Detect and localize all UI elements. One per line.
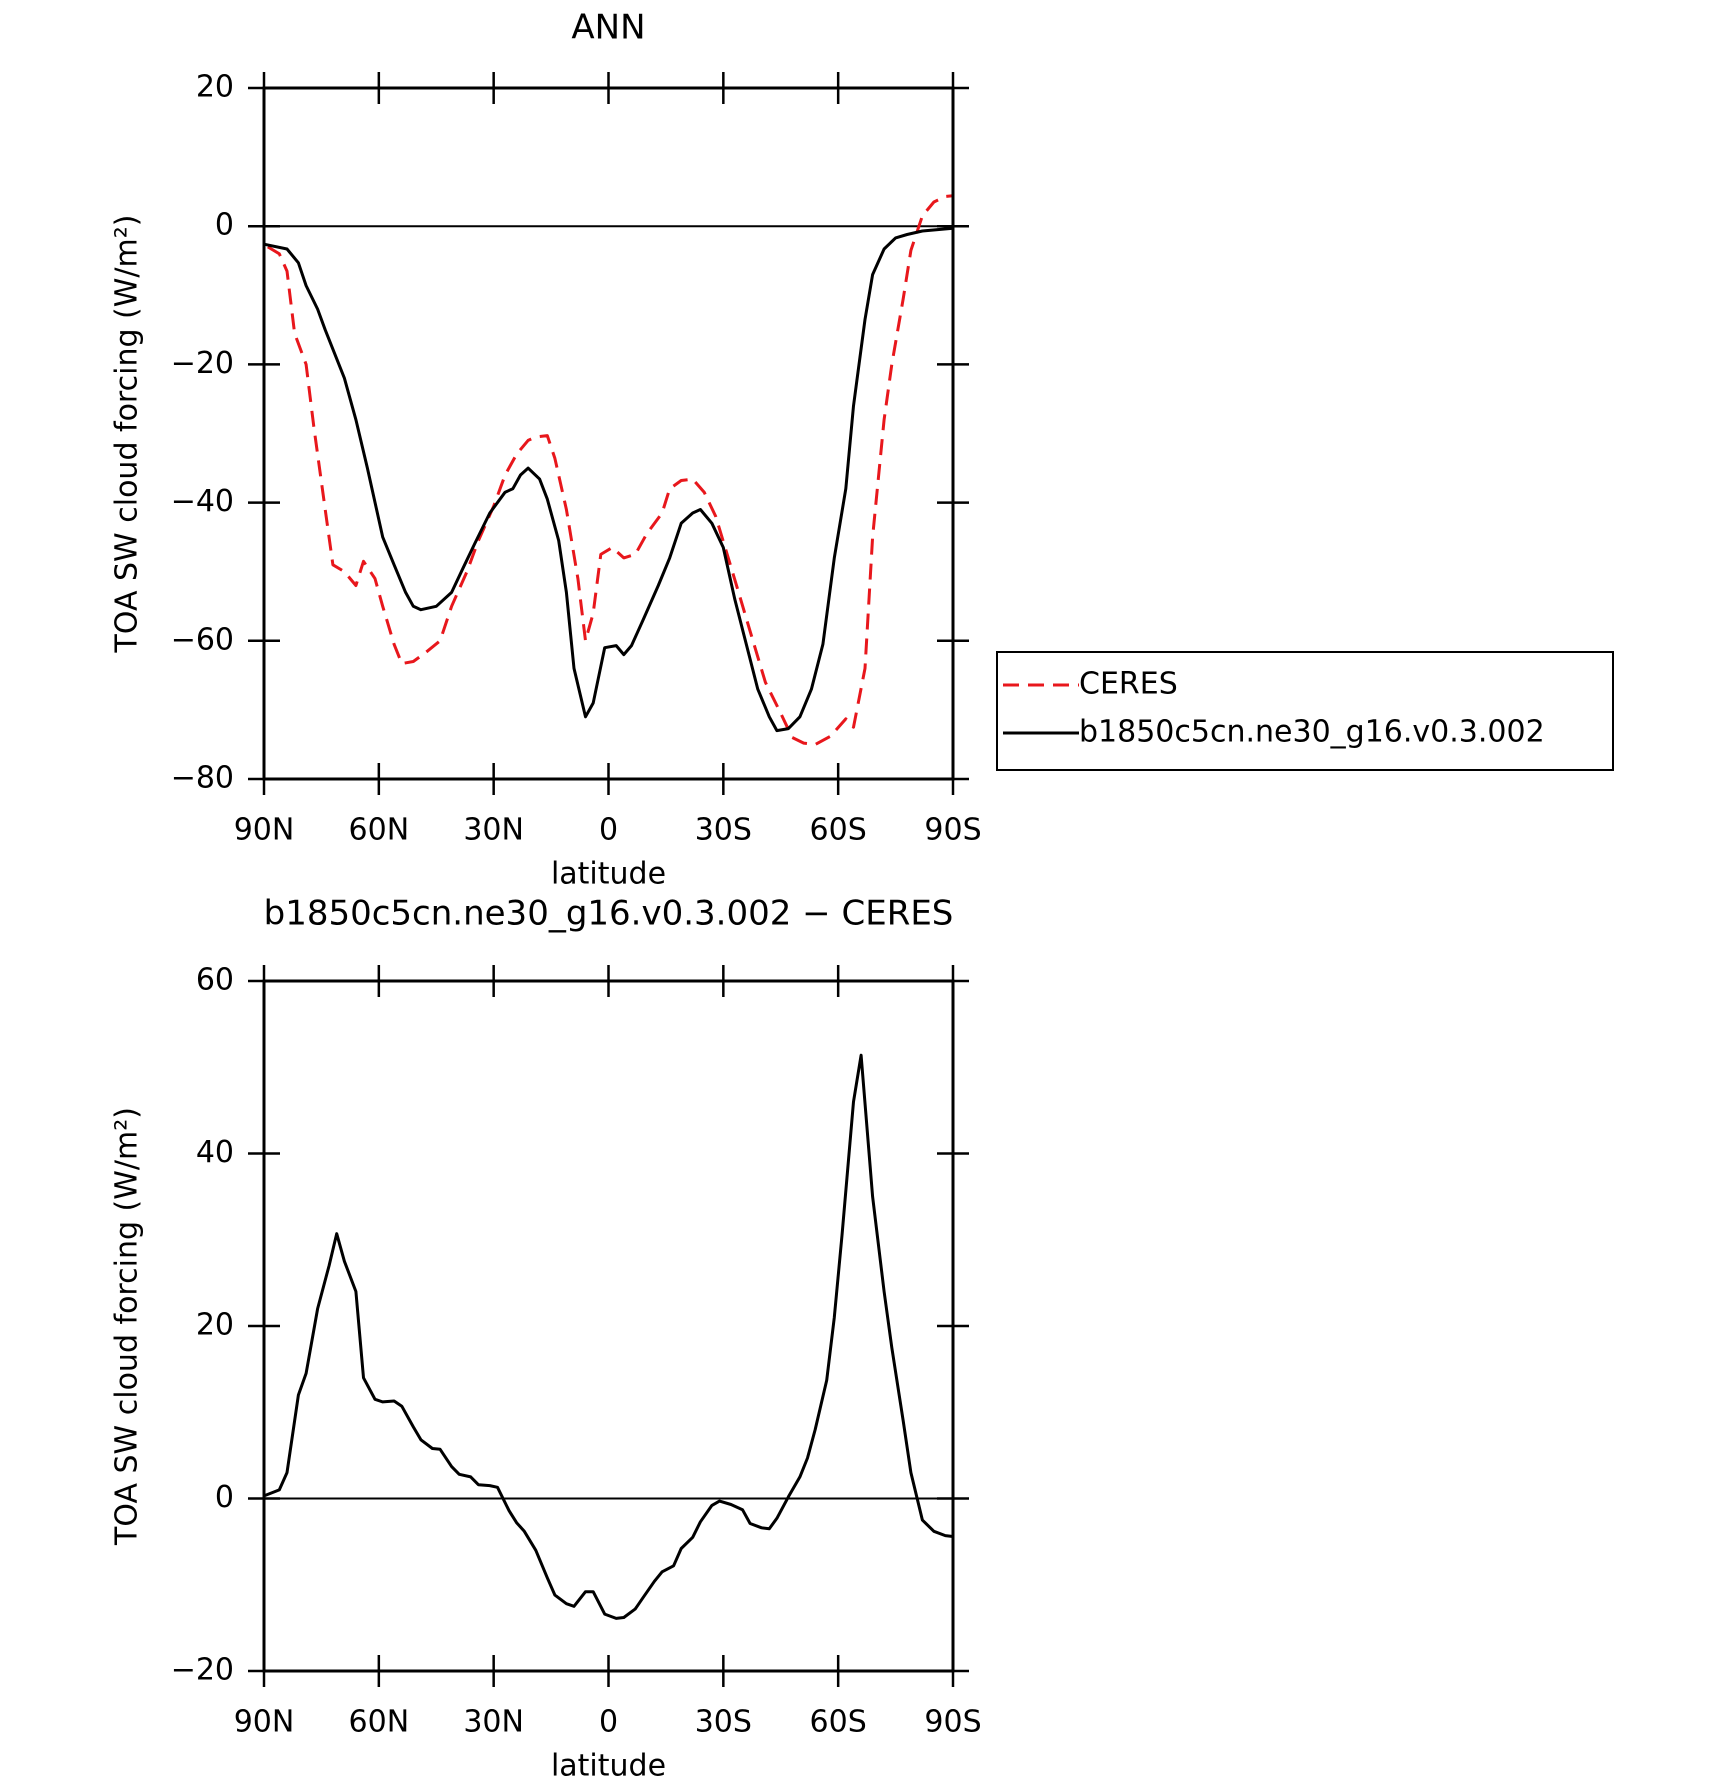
- x-tick-label: 30S: [695, 813, 752, 848]
- y-tick-label: 60: [196, 963, 234, 998]
- y-tick-label: −20: [171, 1653, 234, 1688]
- data-line: [267, 194, 954, 746]
- chart-title: ANN: [571, 8, 645, 48]
- y-tick-label: 20: [196, 70, 234, 105]
- y-axis-label: TOA SW cloud forcing (W/m²): [110, 215, 145, 654]
- x-tick-label: 0: [599, 813, 618, 848]
- y-tick-label: −60: [171, 622, 234, 657]
- x-tick-label: 60N: [349, 1705, 410, 1740]
- x-tick-label: 90N: [234, 813, 295, 848]
- plot-frame: [262, 86, 955, 781]
- chart-title: b1850c5cn.ne30_g16.v0.3.002 − CERES: [264, 894, 954, 934]
- x-tick-label: 90S: [924, 813, 981, 848]
- y-tick-label: 0: [215, 1480, 234, 1515]
- legend-box: [996, 651, 1614, 771]
- y-tick-label: 20: [196, 1308, 234, 1343]
- y-tick-label: −80: [171, 761, 234, 796]
- data-line: [263, 226, 954, 733]
- x-axis-label: latitude: [551, 1749, 666, 1777]
- plot-frame: [262, 979, 955, 1673]
- x-tick-label: 30S: [695, 1705, 752, 1740]
- x-tick-label: 30N: [463, 813, 524, 848]
- x-tick-label: 60N: [349, 813, 410, 848]
- x-tick-label: 60S: [810, 1705, 867, 1740]
- x-tick-label: 0: [599, 1705, 618, 1740]
- legend-label: b1850c5cn.ne30_g16.v0.3.002: [1079, 715, 1545, 750]
- x-tick-label: 30N: [463, 1705, 524, 1740]
- y-tick-label: −40: [171, 484, 234, 519]
- x-tick-label: 60S: [810, 813, 867, 848]
- data-line: [263, 1053, 954, 1620]
- y-axis-label: TOA SW cloud forcing (W/m²): [110, 1107, 145, 1546]
- y-tick-label: 0: [215, 208, 234, 243]
- x-tick-label: 90N: [234, 1705, 295, 1740]
- x-tick-label: 90S: [924, 1705, 981, 1740]
- y-tick-label: 40: [196, 1135, 234, 1170]
- x-axis-label: latitude: [551, 857, 666, 892]
- legend-label: CERES: [1079, 667, 1178, 702]
- y-tick-label: −20: [171, 346, 234, 381]
